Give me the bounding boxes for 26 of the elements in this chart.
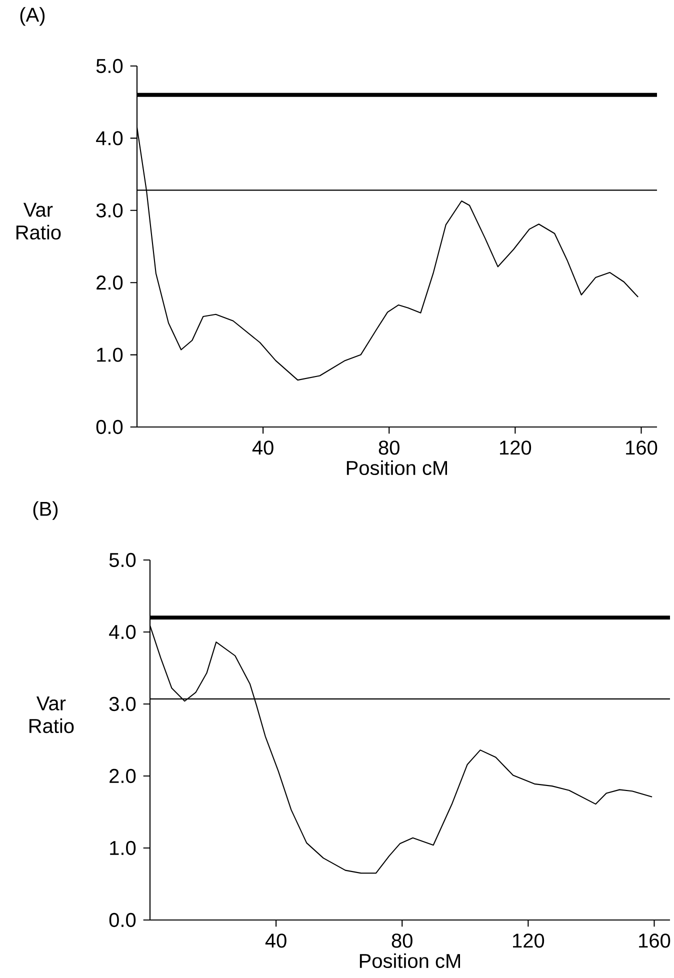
y-tick-label: 3.0: [109, 696, 136, 712]
x-axis-title: Position cM: [346, 460, 448, 476]
y-tick-label: 5.0: [96, 58, 123, 74]
x-tick-label: 80: [392, 934, 412, 948]
x-tick-label: 120: [513, 934, 544, 948]
y-tick-label: 3.0: [96, 203, 123, 218]
x-tick-label: 40: [265, 934, 286, 948]
y-tick-label: 5.0: [109, 552, 136, 568]
x-tick-label: 80: [378, 440, 400, 455]
y-tick-label: 0.0: [96, 420, 123, 434]
x-tick-label: 160: [626, 440, 658, 455]
y-tick-label: 4.0: [96, 131, 123, 146]
y-axis-title: Var Ratio: [16, 202, 61, 240]
y-tick-label: 1.0: [110, 840, 136, 856]
x-tick-label: 160: [639, 934, 670, 948]
x-axis-title: Position cM: [360, 953, 460, 968]
x-tick-label: 40: [252, 440, 274, 455]
y-tick-label: 2.0: [110, 768, 136, 784]
y-tick-label: 2.0: [96, 276, 123, 290]
y-axis-title: Var Ratio: [29, 696, 74, 734]
x-tick-label: 120: [500, 440, 532, 455]
y-tick-label: 4.0: [109, 624, 136, 640]
y-tick-label: 0.0: [109, 912, 136, 928]
chart-title: (A): [20, 7, 45, 26]
chart-title: (B): [33, 501, 58, 520]
y-tick-label: 1.0: [97, 348, 123, 362]
